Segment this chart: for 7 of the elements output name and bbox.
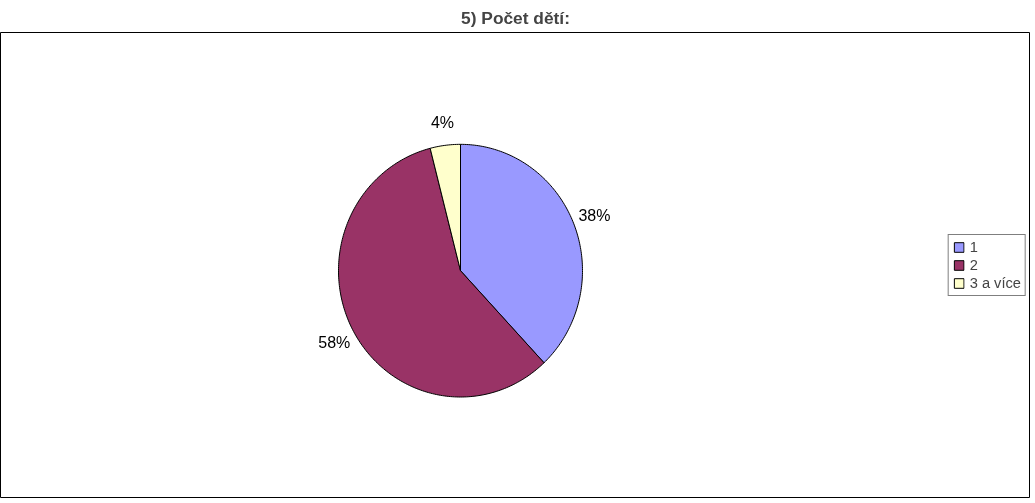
legend-label: 1 [969, 239, 979, 255]
data-label: 58% [318, 334, 351, 352]
chart-title: 5) Počet dětí: [461, 7, 570, 28]
legend-label: 2 [969, 257, 979, 273]
legend-label: 3 a více [969, 275, 1021, 291]
data-label: 4% [430, 114, 455, 132]
data-label: 38% [578, 207, 611, 225]
